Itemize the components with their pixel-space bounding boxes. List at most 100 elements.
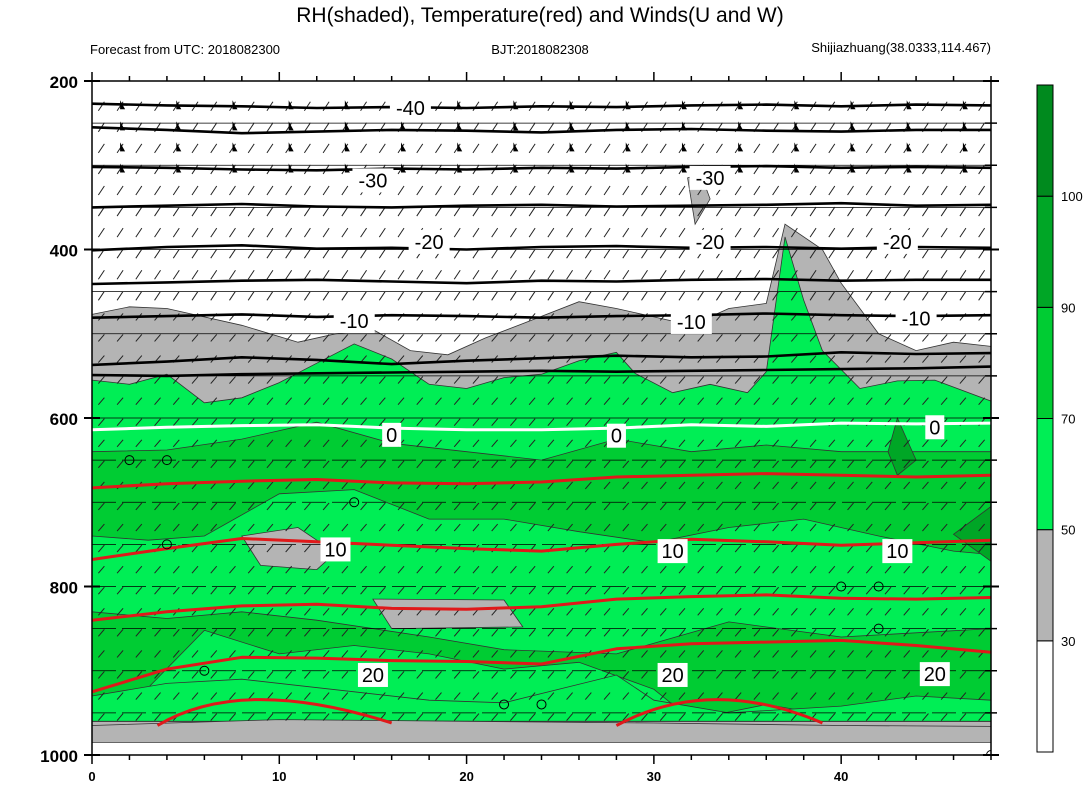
wind-barb-flag — [906, 142, 912, 152]
wind-barb — [584, 291, 592, 301]
wind-barb — [753, 269, 761, 280]
wind-barb — [809, 269, 817, 280]
wind-barb — [622, 397, 630, 405]
wind-barb — [341, 650, 349, 658]
wind-barb — [922, 355, 929, 363]
wind-barb — [247, 143, 255, 154]
wind-barb — [135, 544, 143, 553]
wind-barb — [510, 650, 517, 658]
wind-barb — [622, 502, 630, 511]
wind-barb — [678, 439, 686, 448]
wind-barb — [172, 671, 180, 679]
wind-barb — [341, 502, 349, 511]
calm-marker — [124, 455, 135, 466]
wind-barb — [547, 607, 555, 616]
wind-barb — [566, 334, 573, 342]
wind-barb — [472, 460, 480, 469]
wind-barb — [865, 523, 873, 532]
wind-barb — [528, 523, 536, 532]
wind-barb — [378, 629, 386, 637]
wind-barb — [547, 164, 555, 175]
wind-barb — [135, 355, 143, 363]
wind-barb — [716, 544, 723, 553]
wind-barb — [884, 586, 892, 595]
wind-barb — [659, 227, 667, 238]
wind-barb — [734, 397, 742, 405]
wind-barb — [416, 692, 424, 700]
wind-barb — [753, 692, 761, 700]
wind-barb — [584, 460, 592, 469]
wind-barb — [641, 185, 648, 196]
wind-barb — [229, 334, 236, 342]
wind-barb — [210, 122, 218, 133]
wind-barb — [847, 523, 854, 532]
wind-barb — [397, 206, 405, 217]
wind-barb — [678, 713, 686, 721]
contour-label: 10 — [886, 541, 908, 563]
wind-barb — [903, 713, 911, 721]
wind-barb — [210, 565, 218, 574]
rh-50-70-inner — [92, 489, 991, 655]
wind-barb — [135, 143, 143, 154]
wind-barb — [940, 629, 948, 637]
wind-barb — [603, 269, 611, 280]
wind-barb — [828, 376, 836, 384]
plot-area: -40 -30 -30 -20 -20 -20 -10 -10 -10 0 0 0 10 10 10 20 20… — [92, 81, 991, 755]
wind-barb — [566, 523, 573, 532]
wind-barb — [191, 334, 199, 342]
wind-barb — [453, 692, 461, 700]
wind-barb — [790, 502, 798, 511]
wind-barb — [509, 248, 517, 259]
wind-barb — [772, 269, 780, 280]
wind-barb — [734, 650, 742, 658]
wind-barb — [734, 376, 742, 384]
wind-barb — [790, 692, 798, 700]
wind-barb — [622, 544, 630, 553]
wind-barb — [603, 291, 611, 301]
wind-barb — [566, 565, 573, 574]
wind-barb — [378, 269, 386, 280]
wind-barb — [659, 629, 667, 637]
wind-barb — [229, 671, 236, 679]
wind-barb — [959, 586, 967, 595]
wind-barb — [641, 460, 648, 469]
calm-marker — [873, 581, 884, 592]
wind-barb — [847, 397, 854, 405]
wind-barb — [154, 206, 161, 217]
wind-barb — [285, 565, 293, 574]
wind-barb — [659, 713, 667, 721]
wind-barb — [641, 206, 648, 217]
wind-barb — [884, 143, 892, 154]
contour-label-box — [919, 662, 950, 687]
wind-barb — [491, 334, 499, 342]
wind-barb — [622, 185, 630, 196]
wind-barb — [641, 397, 648, 405]
wind-barb — [753, 565, 761, 574]
wind-barb — [865, 291, 873, 301]
wind-barb — [435, 671, 442, 679]
wind-barb — [528, 206, 536, 217]
wind-barb — [116, 227, 124, 238]
wind-barb — [734, 544, 742, 553]
temperature-contour-red — [92, 593, 991, 622]
wind-barb — [135, 523, 143, 532]
wind-barb — [322, 607, 330, 616]
wind-barb-flag — [569, 121, 575, 131]
wind-barb — [734, 502, 742, 511]
wind-barb — [472, 376, 480, 384]
wind-barb — [809, 523, 817, 532]
wind-barb — [453, 334, 461, 342]
wind-barb — [116, 397, 124, 405]
wind-barb — [247, 586, 255, 595]
wind-barb — [753, 650, 761, 658]
wind-barb — [716, 397, 723, 405]
wind-barb — [547, 671, 555, 679]
wind-barb — [210, 227, 218, 238]
wind-barb — [978, 481, 986, 490]
wind-barb — [847, 460, 854, 469]
wind-barb — [453, 671, 461, 679]
wind-barb — [97, 397, 105, 405]
wind-barb — [790, 355, 798, 363]
wind-barb — [828, 248, 836, 259]
wind-barb — [322, 460, 330, 469]
